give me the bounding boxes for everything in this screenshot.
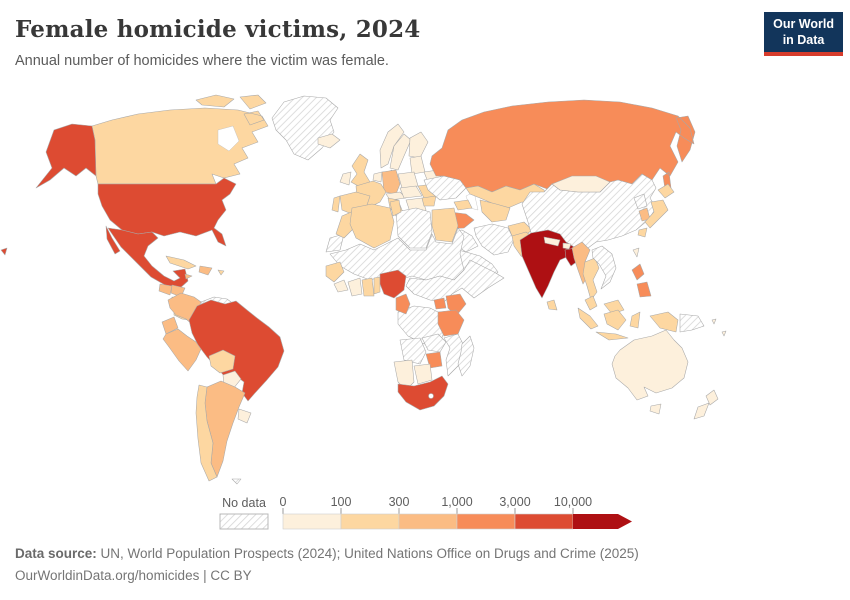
legend-bin-5[interactable] [514,513,574,530]
country-ecuador[interactable] [161,316,179,335]
country-tanzania[interactable] [437,309,465,337]
country-papua-new-guinea[interactable] [679,313,705,333]
legend-label-0: 0 [280,495,287,509]
data-source-label: Data source: [15,546,97,561]
legend-bin-4[interactable] [456,513,516,530]
attribution-text: OurWorldinData.org/homicides | CC BY [15,568,252,583]
country-taiwan[interactable] [632,247,640,258]
country-jamaica[interactable] [184,273,193,280]
country-nigeria[interactable] [379,269,407,299]
country-angola[interactable] [399,337,427,365]
page-subtitle: Annual number of homicides where the vic… [15,53,389,69]
country-iran[interactable] [473,223,515,256]
country-sierra-liberia[interactable] [333,279,349,293]
country-cuba[interactable] [165,255,197,270]
country-zambia[interactable] [421,333,447,353]
country-drc[interactable] [397,305,447,345]
country-bolivia[interactable] [208,349,236,374]
legend-no-data-swatch[interactable] [219,513,269,530]
country-puerto-rico[interactable] [217,269,225,276]
country-indonesia[interactable] [577,307,679,341]
data-source-text: UN, World Population Prospects (2024); U… [96,546,639,561]
country-libya[interactable] [395,207,433,249]
country-bulgaria[interactable] [421,195,437,207]
legend-bin-1[interactable] [282,513,342,530]
owid-logo[interactable]: Our World in Data [764,12,843,57]
country-ivory-coast[interactable] [347,277,363,297]
country-egypt[interactable] [431,207,459,243]
legend-label-1000: 1,000 [441,495,472,509]
legend-bin-3[interactable] [398,513,458,530]
country-peru[interactable] [162,328,202,372]
owid-logo-line1: Our World [773,17,834,31]
owid-logo-line2: in Data [782,32,825,47]
legend-bin-6-arrow[interactable] [573,514,632,529]
country-vietnam-laos[interactable] [591,245,617,290]
legend-label-100: 100 [331,495,352,509]
country-botswana[interactable] [413,363,433,385]
country-caucasus[interactable] [453,199,473,211]
country-uruguay[interactable] [237,408,252,424]
country-philippines[interactable] [631,263,652,298]
country-lesotho[interactable] [428,393,434,399]
country-thailand[interactable] [582,257,600,301]
country-chile[interactable] [195,384,218,482]
country-algeria[interactable] [349,203,395,249]
country-russia[interactable] [429,99,696,193]
country-mexico[interactable] [105,225,189,290]
country-guatemala[interactable] [158,283,173,296]
country-uk[interactable] [350,153,371,188]
country-malaysia[interactable] [584,295,625,315]
country-sweden[interactable] [389,133,412,171]
country-poland[interactable] [397,171,419,189]
country-new-zealand[interactable] [693,389,719,420]
attribution-line[interactable]: OurWorldinData.org/homicides | CC BY [15,568,252,583]
country-uganda[interactable] [433,297,447,310]
country-tunisia[interactable] [389,199,402,217]
country-usa-alaska[interactable] [35,123,97,189]
country-india[interactable] [519,229,575,299]
pacific-islands[interactable] [711,318,727,337]
country-north-korea[interactable] [633,193,648,210]
legend-label-3000: 3,000 [499,495,530,509]
country-central-asia[interactable] [479,199,511,223]
legend-no-data-label: No data [222,496,266,510]
country-falklands[interactable] [231,478,242,485]
page-title: Female homicide victims, 2024 [15,16,421,43]
country-brazil[interactable] [188,299,285,402]
country-madagascar[interactable] [457,335,475,377]
country-greenland[interactable] [271,95,339,161]
map-legend: No data 0 100 300 1,000 3,000 10,000 [219,495,632,530]
country-senegal-guinea[interactable] [325,261,345,283]
country-portugal[interactable] [331,195,341,213]
country-czech-hungary[interactable] [399,185,423,199]
country-baltics[interactable] [409,155,426,175]
hudson-bay [217,125,240,152]
country-cameroon[interactable] [395,293,411,315]
legend-label-10000: 10,000 [554,495,592,509]
country-sri-lanka[interactable] [546,299,558,311]
country-benin-togo[interactable] [373,276,381,295]
country-low-countries[interactable] [372,171,383,183]
country-usa[interactable] [0,177,237,256]
country-mozambique[interactable] [443,333,465,377]
legend-label-300: 300 [389,495,410,509]
country-iceland[interactable] [317,133,341,149]
country-norway[interactable] [379,123,405,169]
country-mongolia[interactable] [551,175,611,193]
country-ghana[interactable] [361,277,375,297]
country-ireland[interactable] [339,171,352,186]
country-finland[interactable] [408,131,429,159]
country-japan[interactable] [637,183,675,238]
country-australia[interactable] [611,329,689,415]
data-source-line: Data source: UN, World Population Prospe… [15,546,639,561]
country-hispaniola[interactable] [198,265,213,276]
country-nepal[interactable] [543,236,561,247]
world-map [0,94,727,485]
country-canada[interactable] [91,94,269,185]
legend-bin-2[interactable] [340,513,400,530]
country-south-africa[interactable] [397,375,449,411]
region-horn-of-africa[interactable] [405,259,505,303]
